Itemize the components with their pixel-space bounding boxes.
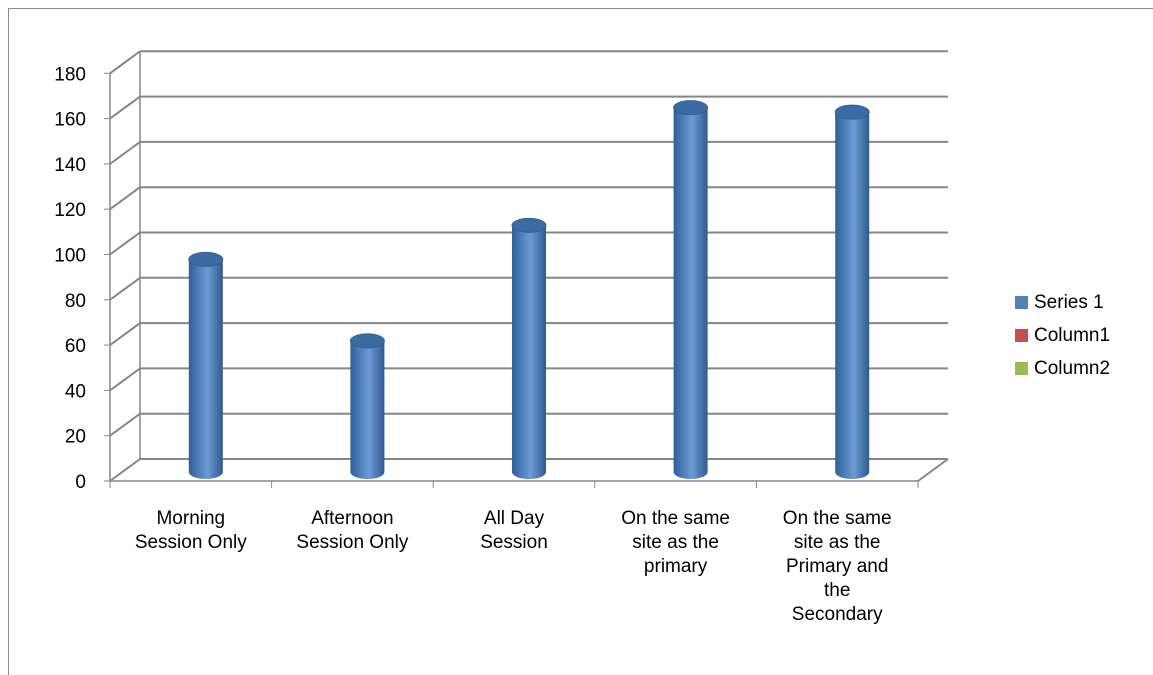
bar — [511, 217, 547, 479]
legend-swatch — [1015, 329, 1028, 342]
category-label: Morning Session Only — [135, 508, 247, 553]
y-tick-label: 60 — [65, 336, 86, 357]
chart-legend: Series 1 Column1 Column2 — [1015, 286, 1110, 385]
legend-label: Column1 — [1034, 324, 1111, 346]
bar-body — [512, 225, 546, 479]
bar — [673, 100, 709, 479]
y-tick-label: 20 — [65, 427, 86, 448]
bar-body — [188, 259, 223, 479]
chart-axes — [104, 72, 919, 488]
bar-top — [834, 104, 870, 120]
y-tick-label: 140 — [54, 155, 86, 176]
y-tick-label: 180 — [54, 64, 86, 85]
y-tick-label: 80 — [65, 291, 86, 312]
legend-label: Column2 — [1034, 357, 1111, 379]
gridline-side — [109, 231, 141, 256]
y-tick-label: 40 — [65, 381, 86, 402]
gridline-side — [109, 50, 141, 75]
gridline-side — [109, 412, 141, 437]
category-label: On the same site as the primary — [621, 508, 730, 577]
legend-label: Series 1 — [1034, 291, 1104, 313]
legend-item: Column1 — [1015, 319, 1110, 352]
floor-edge — [917, 458, 949, 482]
legend-swatch — [1015, 362, 1028, 375]
bar-body — [350, 340, 385, 479]
legend-item: Series 1 — [1015, 286, 1110, 319]
gridline-side — [109, 276, 141, 301]
legend-swatch — [1015, 296, 1028, 309]
y-tick-label: 0 — [75, 472, 86, 493]
bar-body — [835, 112, 870, 479]
gridline-side — [109, 458, 141, 482]
y-tick-label: 100 — [54, 246, 86, 267]
category-label: All Day Session — [480, 508, 548, 553]
gridline-side — [109, 367, 141, 392]
bar-top — [188, 251, 224, 267]
gridline-side — [109, 186, 141, 211]
chart-labels: 0 20 40 60 80 100 120 140 160 180 Morning Session O… — [54, 64, 891, 625]
chart-bars — [188, 100, 870, 479]
bar-top — [511, 217, 547, 233]
bar-top — [673, 100, 709, 116]
category-label: Afternoon Session Only — [296, 508, 408, 553]
bar-body — [673, 107, 708, 479]
y-tick-label: 120 — [54, 200, 86, 221]
gridline-side — [109, 95, 141, 120]
bar-top — [349, 333, 385, 349]
y-tick-label: 160 — [54, 110, 86, 131]
bar — [834, 104, 870, 479]
bar — [188, 251, 224, 479]
category-label: On the same site as the Primary and the Seco… — [783, 508, 892, 625]
gridline-side — [109, 141, 141, 165]
legend-item: Column2 — [1015, 352, 1110, 385]
bar — [349, 333, 385, 479]
gridline-side — [109, 322, 141, 346]
chart-frame — [8, 8, 1153, 675]
